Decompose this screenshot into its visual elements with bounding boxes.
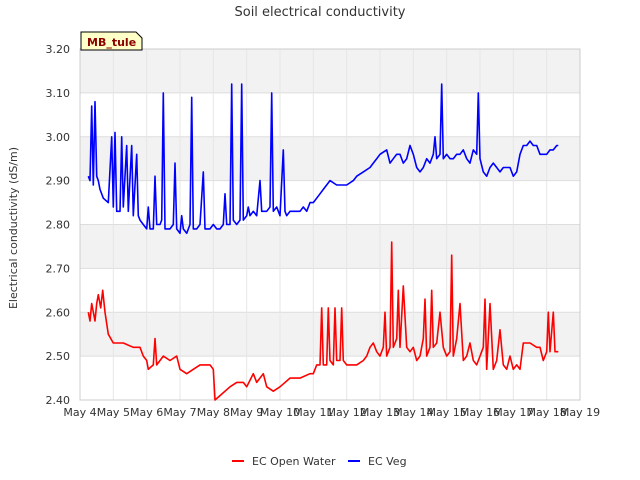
x-tick-label: May 16 xyxy=(460,406,500,419)
plot-border xyxy=(79,48,581,401)
x-tick-label: May 18 xyxy=(527,406,567,419)
chart-title: Soil electrical conductivity xyxy=(234,5,405,20)
x-tick-label: May 13 xyxy=(360,406,400,419)
plot-band xyxy=(80,224,580,269)
x-tick-label: May 10 xyxy=(260,406,300,419)
x-tick-label: May 17 xyxy=(493,406,533,419)
x-tick-label: May 8 xyxy=(197,406,230,419)
x-tick-label: May 15 xyxy=(427,406,467,419)
x-tick-label: May 11 xyxy=(293,406,333,419)
y-tick-label: 2.60 xyxy=(46,306,71,319)
x-tick-label: May 6 xyxy=(130,406,163,419)
x-tick-label: May 12 xyxy=(327,406,367,419)
x-tick-label: May 14 xyxy=(393,406,433,419)
y-tick-label: 2.70 xyxy=(46,262,71,275)
x-tick-label: May 9 xyxy=(230,406,263,419)
legend: EC Open Water EC Veg xyxy=(232,455,407,468)
series-line-ec-veg xyxy=(87,83,559,235)
y-tick-label: 2.50 xyxy=(46,350,71,363)
y-tick-label: 3.20 xyxy=(46,43,71,56)
y-tick-label: 2.40 xyxy=(46,394,71,407)
y-axis-label: Electrical conductivity (dS/m) xyxy=(7,147,20,309)
y-tick-labels: 2.40 2.50 2.60 2.70 2.80 2.90 3.00 3.10 3.20 xyxy=(46,43,71,407)
legend-label: EC Open Water xyxy=(252,455,336,468)
site-badge: MB_tule xyxy=(80,31,143,51)
site-badge-label: MB_tule xyxy=(87,36,136,49)
series-line-ec-open-water xyxy=(87,241,559,401)
plot-band xyxy=(80,136,580,181)
y-tick-label: 3.00 xyxy=(46,131,71,144)
y-tick-label: 2.90 xyxy=(46,175,71,188)
x-tick-label: May 7 xyxy=(163,406,196,419)
legend-label: EC Veg xyxy=(368,455,407,468)
x-tick-label: May 4 xyxy=(63,406,96,419)
series-lines xyxy=(87,83,559,401)
x-tick-label: May 19 xyxy=(560,406,600,419)
y-tick-label: 2.80 xyxy=(46,219,71,232)
x-tick-label: May 5 xyxy=(97,406,130,419)
plot-band xyxy=(80,49,580,93)
y-tick-label: 3.10 xyxy=(46,87,71,100)
